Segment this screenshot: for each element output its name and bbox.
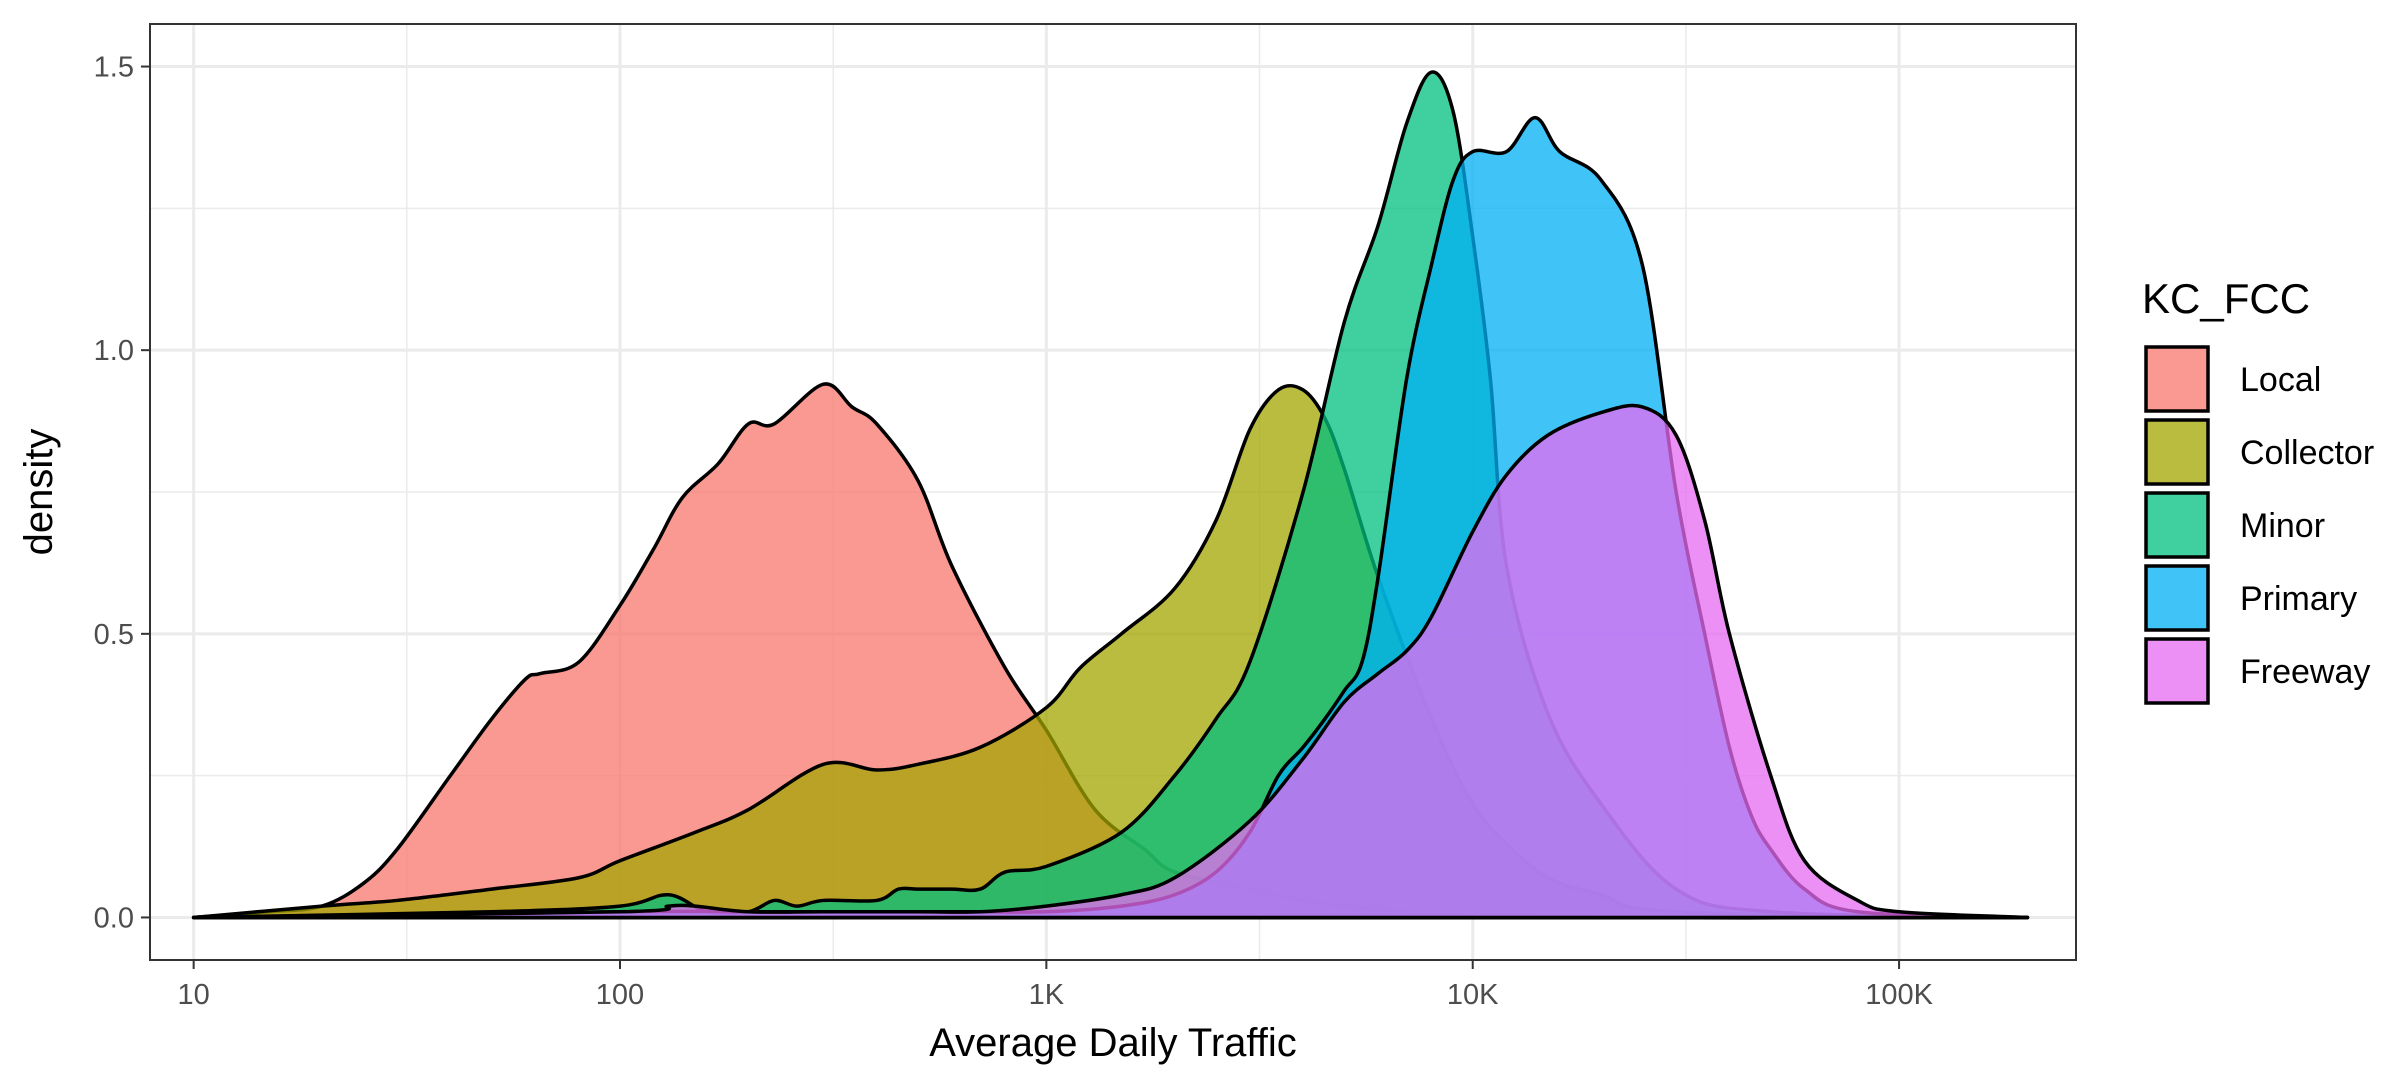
legend-label-freeway: Freeway [2240,653,2370,691]
legend-key-primary [2144,564,2210,632]
legend-label-collector: Collector [2240,434,2374,472]
x-tick-label: 1K [1029,979,1065,1011]
x-axis-title: Average Daily Traffic [929,1021,1297,1065]
x-tick-label: 10 [178,979,210,1011]
axes: 10 100 1K 10K 100K 0.0 0.5 1.0 1.5 [94,52,1934,1011]
panel-frame [149,23,2077,961]
legend-key-freeway [2144,637,2210,705]
legend-label-primary: Primary [2240,580,2357,618]
x-tick-label: 100 [596,979,644,1011]
y-axis-title: density [17,429,61,556]
x-tick-label: 100K [1865,979,1933,1011]
y-tick-label: 1.0 [94,335,134,367]
y-tick-label: 0.5 [94,619,134,651]
panel-border [149,23,2077,961]
x-tick-label: 10K [1447,979,1499,1011]
y-tick-label: 1.5 [94,52,134,84]
legend-title: KC_FCC [2142,275,2310,322]
legend-key-minor [2144,491,2210,559]
legend-key-collector [2144,418,2210,486]
legend: KC_FCC Local Collector Minor Primary Freeway [2142,275,2374,705]
density-areas [191,70,2030,920]
legend-label-local: Local [2240,361,2321,399]
legend-key-local [2144,345,2210,413]
density-area-freeway [191,403,2030,920]
y-tick-label: 0.0 [94,902,134,934]
legend-label-minor: Minor [2240,507,2325,545]
